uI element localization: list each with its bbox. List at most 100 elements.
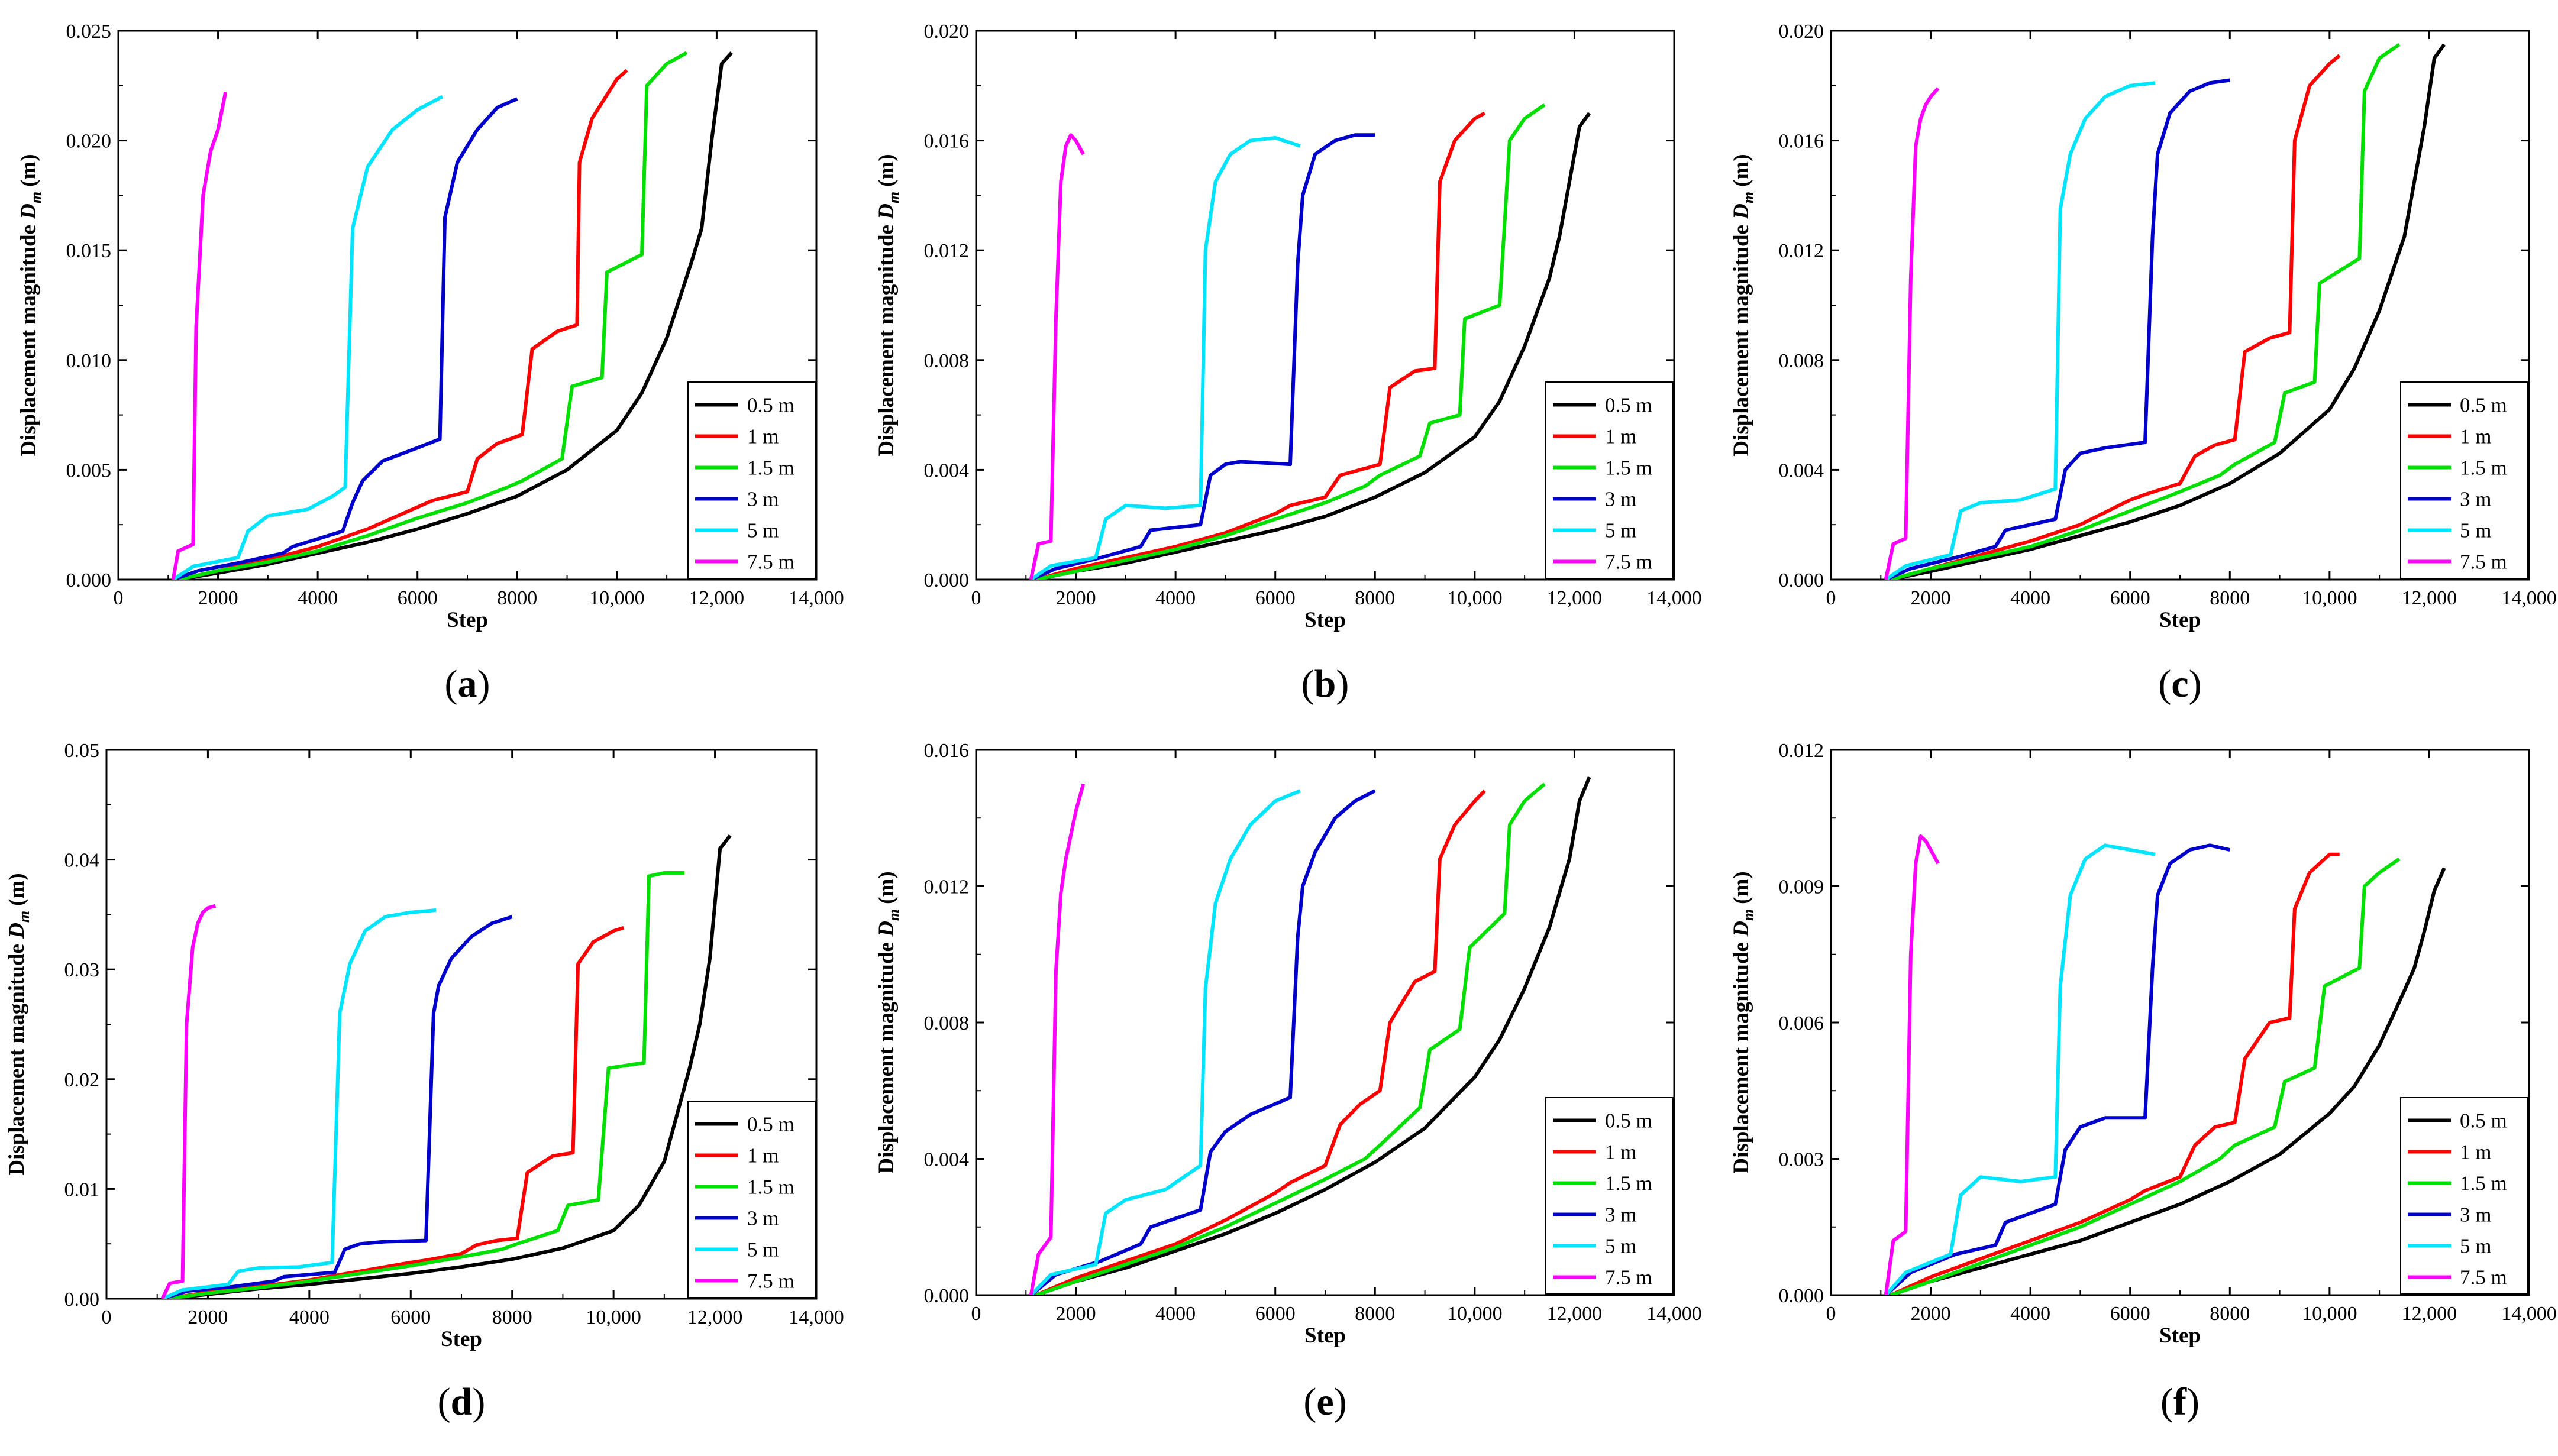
y-tick-label: 0.016 bbox=[924, 131, 970, 153]
chart-panel-e: 0 2000 4000 6000 8000 10,000 12,000 14,000 0.000… bbox=[874, 740, 1702, 1423]
x-tick-label: 4000 bbox=[2010, 587, 2050, 609]
x-tick-label: 0 bbox=[1826, 587, 1836, 609]
series-line-3m bbox=[172, 97, 518, 580]
y-tick-label: 0.010 bbox=[66, 350, 112, 372]
series-line-7_5m bbox=[1029, 133, 1085, 580]
legend: 0.5 m 1 m 1.5 m 3 m 5 m 7.5 m bbox=[1545, 1097, 1674, 1295]
series-line-0_5m bbox=[177, 51, 733, 580]
series-line-5m bbox=[1884, 81, 2156, 580]
x-axis-title: Step bbox=[1304, 608, 1346, 632]
x-tick-label: 10,000 bbox=[2302, 587, 2357, 609]
y-tick-label: 0.008 bbox=[924, 1012, 970, 1034]
y-axis-title-text: Displacement magnitude bbox=[5, 944, 29, 1176]
y-tick-label: 0.008 bbox=[924, 350, 970, 372]
x-tick-label: 12,000 bbox=[2402, 587, 2457, 609]
y-tick-label: 0.020 bbox=[924, 21, 970, 43]
legend-label: 0.5 m bbox=[2460, 394, 2507, 417]
x-tick-label: 14,000 bbox=[789, 587, 844, 609]
series-line-7_5m bbox=[1029, 783, 1086, 1295]
x-tick-label: 12,000 bbox=[2402, 1303, 2457, 1325]
y-axis-title-space bbox=[1729, 937, 1753, 942]
x-tick-label: 12,000 bbox=[689, 587, 745, 609]
y-axis-title-text: Displacement magnitude bbox=[874, 225, 899, 457]
x-tick-label: 14,000 bbox=[1646, 587, 1702, 609]
legend-box bbox=[687, 381, 816, 579]
y-tick-label: 0.015 bbox=[66, 240, 112, 262]
y-tick-label: 0.000 bbox=[1779, 1285, 1824, 1307]
legend-label: 0.5 m bbox=[1605, 394, 1652, 417]
legend: 0.5 m 1 m 1.5 m 3 m 5 m 7.5 m bbox=[2400, 1097, 2528, 1295]
x-tick-label: 10,000 bbox=[1447, 587, 1503, 609]
series-line-1m bbox=[177, 69, 628, 580]
series-line-1_5m bbox=[1035, 103, 1546, 580]
legend-label: 7.5 m bbox=[1605, 551, 1652, 574]
y-axis-title-unit: (m) bbox=[17, 154, 41, 186]
y-axis-title-symbol: D bbox=[1729, 203, 1753, 220]
y-tick-label: 0.012 bbox=[1779, 740, 1824, 762]
x-tick-label: 10,000 bbox=[589, 587, 645, 609]
y-tick-label: 0.020 bbox=[66, 131, 112, 153]
y-axis-title-text: Displacement magnitude bbox=[17, 225, 41, 457]
panel-caption: (d) bbox=[438, 1380, 486, 1423]
y-axis-title-symbol: D bbox=[17, 203, 41, 220]
chart-panel-b: 0 2000 4000 6000 8000 10,000 12,000 14,000 0.000… bbox=[874, 21, 1702, 706]
y-axis-title-text: Displacement magnitude bbox=[1729, 942, 1753, 1174]
y-tick-label: 0.016 bbox=[924, 740, 970, 762]
legend-label: 0.5 m bbox=[747, 394, 794, 417]
y-tick-label: 0.016 bbox=[1779, 131, 1824, 153]
caption-paren-open: ( bbox=[438, 1380, 451, 1423]
series-line-0_5m bbox=[167, 834, 732, 1299]
y-tick-label: 0.003 bbox=[1779, 1149, 1824, 1171]
x-tick-label: 0 bbox=[971, 587, 981, 609]
y-axis-title-subscript: m bbox=[27, 192, 44, 203]
x-tick-label: 14,000 bbox=[789, 1306, 844, 1328]
y-axis-title-subscript: m bbox=[885, 909, 902, 921]
series-line-1m bbox=[1890, 852, 2340, 1295]
series-line-1_5m bbox=[1890, 43, 2401, 580]
y-tick-label: 0.04 bbox=[64, 850, 100, 872]
caption-paren-open: ( bbox=[2160, 1380, 2173, 1423]
y-tick-label: 0.009 bbox=[1779, 876, 1824, 898]
x-tick-label: 8000 bbox=[1355, 1303, 1395, 1325]
legend-label: 7.5 m bbox=[2460, 551, 2507, 574]
y-tick-label: 0.008 bbox=[1779, 350, 1824, 372]
x-tick-label: 10,000 bbox=[1447, 1303, 1503, 1325]
legend: 0.5 m 1 m 1.5 m 3 m 5 m 7.5 m bbox=[687, 1101, 816, 1298]
x-tick-label: 8000 bbox=[1355, 587, 1395, 609]
x-tick-label: 10,000 bbox=[586, 1306, 641, 1328]
legend-label: 5 m bbox=[2460, 519, 2491, 542]
series-line-0_5m bbox=[1035, 112, 1591, 580]
y-tick-label: 0.012 bbox=[924, 240, 970, 262]
y-axis-title-symbol: D bbox=[874, 921, 899, 937]
y-axis-title-subscript: m bbox=[1740, 192, 1757, 203]
legend-label: 3 m bbox=[1605, 488, 1636, 511]
x-tick-label: 12,000 bbox=[1547, 587, 1603, 609]
legend-label: 0.5 m bbox=[1605, 1109, 1652, 1133]
series-line-7_5m bbox=[1884, 87, 1940, 580]
series-line-3m bbox=[1884, 843, 2230, 1295]
legend-label: 1 m bbox=[747, 1144, 779, 1167]
legend-box bbox=[1545, 381, 1674, 579]
y-axis-title-subscript: m bbox=[15, 911, 33, 923]
legend: 0.5 m 1 m 1.5 m 3 m 5 m 7.5 m bbox=[1545, 381, 1674, 579]
series-line-7_5m bbox=[160, 904, 217, 1299]
y-axis-title: Displacement magnitude Dm (m) bbox=[874, 154, 902, 456]
chart-panel-c: 0 2000 4000 6000 8000 10,000 12,000 14,000 0.000… bbox=[1729, 21, 2557, 706]
series-line-0_5m bbox=[1035, 776, 1591, 1295]
y-tick-label: 0.005 bbox=[66, 460, 112, 481]
caption-paren-close: ) bbox=[2189, 662, 2202, 706]
legend-label: 5 m bbox=[747, 519, 779, 542]
y-tick-label: 0.006 bbox=[1779, 1012, 1824, 1034]
y-tick-label: 0.004 bbox=[1779, 460, 1824, 481]
x-tick-label: 14,000 bbox=[2501, 1303, 2557, 1325]
legend-label: 7.5 m bbox=[747, 551, 794, 574]
legend-label: 1.5 m bbox=[2460, 1172, 2507, 1195]
y-axis-title-text: Displacement magnitude bbox=[1729, 225, 1753, 457]
x-tick-label: 10,000 bbox=[2302, 1303, 2357, 1325]
y-axis-title-symbol: D bbox=[1729, 921, 1753, 937]
series-line-1_5m bbox=[1890, 857, 2401, 1295]
x-tick-label: 4000 bbox=[298, 587, 338, 609]
x-tick-label: 2000 bbox=[198, 587, 238, 609]
x-tick-label: 14,000 bbox=[2501, 587, 2557, 609]
y-axis-title: Displacement magnitude Dm (m) bbox=[17, 154, 44, 456]
